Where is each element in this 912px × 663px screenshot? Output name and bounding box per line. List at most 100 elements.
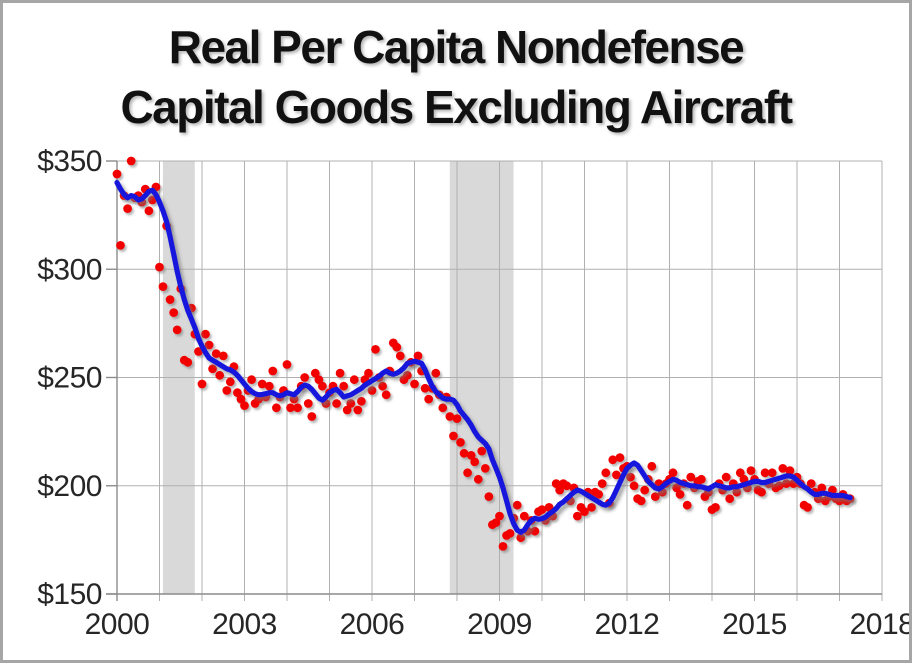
data-dot	[381, 390, 391, 400]
data-dot	[512, 500, 522, 510]
data-dot	[339, 381, 349, 391]
data-dot	[116, 241, 125, 250]
data-dot	[367, 386, 377, 395]
x-axis-label: 2003	[212, 608, 277, 641]
data-dot	[257, 379, 267, 389]
data-dot	[240, 401, 249, 410]
data-dot	[395, 351, 405, 361]
data-dot	[183, 357, 193, 367]
data-dot	[123, 204, 132, 214]
x-axis-label: 2015	[722, 608, 787, 641]
data-dot	[555, 485, 565, 495]
data-dot	[640, 485, 650, 495]
scatter-series	[112, 156, 855, 551]
data-dot	[158, 282, 168, 291]
data-dot	[608, 455, 618, 465]
data-dot	[498, 542, 508, 551]
x-axis-label: 2006	[340, 608, 405, 641]
data-dot	[562, 481, 572, 491]
data-dot	[126, 156, 136, 166]
data-dot	[573, 511, 582, 521]
data-dot	[357, 396, 366, 406]
data-dot	[778, 464, 788, 473]
data-dot	[438, 403, 448, 413]
data-dot	[225, 377, 235, 387]
x-axis-label: 2000	[85, 608, 150, 641]
x-axis-label: 2018	[850, 608, 912, 641]
y-axis-label: $350	[37, 145, 102, 178]
data-dot	[247, 375, 256, 385]
x-axis-label: 2012	[595, 608, 660, 641]
data-dot	[647, 461, 657, 471]
data-dot	[626, 472, 635, 482]
data-dot	[144, 206, 154, 216]
trend-series	[114, 180, 853, 535]
data-dot	[459, 448, 469, 458]
data-dot	[835, 496, 844, 506]
chart-canvas: $150 $200 $250 $300 $350 2000 2003 2006 2009 2012…	[37, 145, 912, 641]
data-dot	[519, 511, 529, 521]
data-dot	[289, 394, 299, 404]
data-dot	[371, 345, 380, 354]
data-dot	[650, 492, 660, 501]
data-dot	[477, 446, 487, 456]
data-dot	[466, 451, 476, 460]
data-dot	[580, 507, 589, 517]
data-dot	[332, 399, 341, 408]
data-dot	[672, 483, 681, 493]
y-axis-label: $200	[37, 470, 102, 503]
data-dot	[215, 370, 225, 380]
data-dot	[201, 329, 210, 339]
data-dot	[785, 466, 795, 475]
data-dot	[587, 503, 596, 512]
data-dot	[364, 368, 373, 378]
data-dot	[346, 399, 356, 408]
data-dot	[148, 195, 157, 205]
data-dot	[318, 381, 327, 391]
data-dot	[268, 366, 278, 376]
data-dot	[686, 472, 696, 482]
data-dot	[470, 457, 480, 467]
data-dot	[636, 496, 646, 506]
data-dot	[208, 364, 218, 374]
trend-line	[114, 180, 853, 535]
data-dot	[413, 351, 423, 361]
y-axis-label: $300	[37, 253, 102, 286]
data-dot	[463, 468, 472, 478]
data-dot	[410, 379, 419, 389]
data-dot	[197, 379, 207, 389]
data-dot	[445, 412, 455, 421]
chart-title-line-1: Real Per Capita Nondefense	[168, 21, 745, 73]
data-dot	[420, 383, 430, 393]
data-dot	[300, 373, 310, 382]
data-dot	[218, 351, 228, 361]
data-dot	[746, 466, 756, 475]
data-dot	[307, 412, 317, 421]
data-dot	[774, 481, 784, 491]
data-dot	[335, 368, 345, 378]
chart-title-line-2: Capital Goods Excluding Aircraft	[120, 81, 793, 133]
data-dot	[491, 518, 501, 527]
data-dot	[112, 169, 122, 179]
data-dot	[484, 492, 494, 501]
data-dot	[222, 386, 232, 395]
data-dot	[594, 490, 604, 499]
data-dot	[233, 388, 242, 398]
data-dot	[697, 474, 706, 484]
data-dot	[735, 468, 745, 478]
data-dot	[480, 464, 490, 473]
data-dot	[551, 479, 561, 488]
data-dot	[612, 470, 621, 480]
data-dot	[392, 342, 402, 352]
data-dot	[236, 394, 246, 404]
data-dot	[537, 505, 547, 514]
data-dot	[629, 481, 639, 491]
y-axis-label: $150	[37, 578, 102, 611]
data-dot	[456, 438, 465, 447]
data-dot	[303, 399, 313, 408]
data-dot	[353, 405, 363, 415]
data-dot	[505, 529, 515, 538]
data-dot	[806, 479, 816, 488]
data-dot	[767, 468, 777, 478]
data-dot	[495, 511, 504, 521]
